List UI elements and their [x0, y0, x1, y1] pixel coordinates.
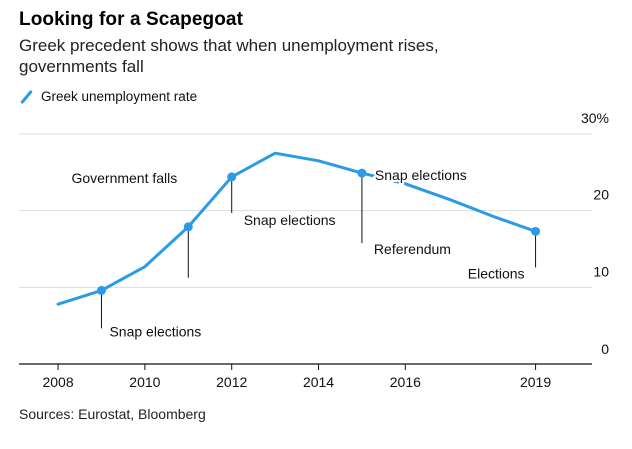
y-tick-label: 10	[593, 263, 609, 279]
chart-subtitle: Greek precedent shows that when unemploy…	[19, 36, 439, 76]
y-tick-label: 30%	[581, 110, 609, 126]
data-point-marker	[531, 226, 541, 236]
x-tick-label: 2008	[42, 374, 73, 390]
annotation-label: Snap elections	[375, 167, 467, 183]
annotation-label: Elections	[468, 265, 525, 281]
y-tick-label: 0	[601, 341, 609, 357]
y-tick-label: 20	[593, 187, 609, 203]
data-point-marker	[183, 222, 193, 232]
series-line	[56, 151, 538, 306]
x-tick-label: 2019	[520, 374, 551, 390]
data-point-marker	[227, 172, 237, 182]
chart-title: Looking for a Scapegoat	[19, 9, 243, 30]
x-tick-label: 2012	[216, 374, 247, 390]
annotation-label: Referendum	[374, 241, 451, 257]
annotation-label: Snap elections	[109, 323, 201, 339]
annotation-label: Snap elections	[244, 212, 336, 228]
legend: Greek unemployment rate	[19, 89, 197, 104]
x-tick-label: 2014	[303, 374, 334, 390]
data-point-marker	[96, 285, 106, 295]
source-note: Sources: Eurostat, Bloomberg	[19, 406, 206, 422]
data-point-marker	[357, 168, 367, 178]
legend-label: Greek unemployment rate	[41, 89, 198, 104]
x-tick-label: 2010	[129, 374, 160, 390]
annotation-label: Government falls	[71, 170, 177, 186]
x-tick-label: 2016	[390, 374, 421, 390]
